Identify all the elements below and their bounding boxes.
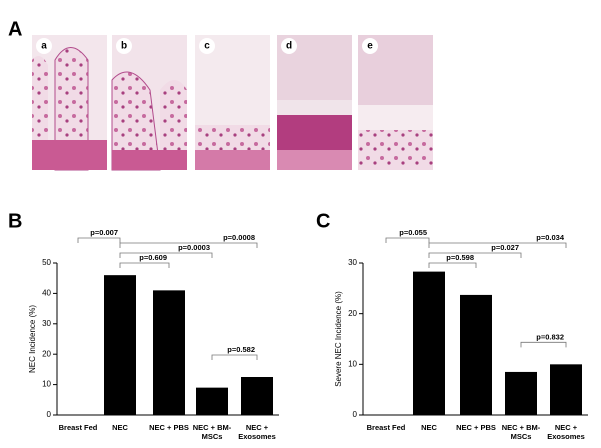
bar (413, 271, 445, 415)
image-c (195, 35, 270, 170)
x-tick-label: NEC + BM-MSCs (192, 423, 232, 441)
p-value: p=0.832 (536, 332, 564, 341)
image-e (358, 35, 433, 170)
significance-bracket (385, 237, 430, 243)
p-value: p=0.027 (491, 243, 519, 252)
p-value: p=0.609 (139, 253, 167, 262)
significance-bracket (119, 242, 258, 248)
significance-bracket (119, 262, 170, 268)
y-tick-label: 10 (42, 380, 51, 389)
y-tick-label: 20 (42, 349, 51, 358)
panel-label: C (316, 210, 330, 232)
panel-label: B (8, 210, 22, 232)
y-tick-label: 30 (42, 319, 51, 328)
y-tick-label: 40 (42, 289, 51, 298)
image-label: b (121, 41, 127, 52)
significance-bracket (428, 262, 477, 268)
significance-bracket (520, 341, 567, 348)
image-a (32, 35, 107, 171)
bar (241, 377, 273, 415)
image-label-badge (199, 38, 215, 54)
y-tick-label: 30 (348, 258, 357, 267)
image-label: c (204, 41, 210, 52)
p-value: p=0.0003 (178, 243, 210, 252)
significance-bracket (428, 252, 522, 258)
p-value: p=0.034 (536, 233, 565, 242)
y-tick-label: 50 (42, 258, 51, 267)
y-axis-label: NEC Incidence (%) (28, 305, 37, 373)
y-tick-label: 20 (348, 309, 357, 318)
image-label-badge (281, 38, 297, 54)
x-tick-label: NEC + BM-MSCs (501, 423, 541, 441)
x-tick-label: NEC + PBS (456, 423, 496, 432)
x-tick-label: NEC + PBS (149, 423, 189, 432)
bar (460, 294, 492, 415)
x-tick-label: NEC (112, 423, 128, 432)
histology-images (32, 35, 433, 171)
image-label-badge (116, 38, 132, 54)
image-label-badge (362, 38, 378, 54)
y-axis-label: Severe NEC Incidence (%) (334, 291, 343, 387)
significance-bracket (428, 242, 567, 248)
image-d (277, 35, 352, 170)
significance-bracket (119, 252, 213, 258)
p-value: p=0.055 (399, 228, 427, 237)
bar (104, 275, 136, 415)
p-value: p=0.582 (227, 345, 255, 354)
image-label: d (286, 41, 292, 52)
panel-label: A (8, 18, 22, 40)
image-label-badge (36, 38, 52, 54)
image-label: e (367, 41, 373, 52)
x-tick-label: Breast Fed (366, 423, 406, 432)
y-tick-label: 10 (348, 359, 357, 368)
significance-bracket (77, 237, 121, 243)
significance-bracket (211, 354, 258, 360)
x-tick-label: NEC + Exosomes (547, 423, 585, 441)
x-tick-label: NEC + Exosomes (238, 423, 276, 441)
image-label: a (41, 41, 47, 52)
bar (505, 371, 537, 415)
x-tick-label: Breast Fed (58, 423, 98, 432)
bar (550, 364, 582, 415)
y-tick-label: 0 (353, 410, 358, 419)
bar (153, 290, 185, 415)
p-value: p=0.007 (90, 228, 118, 237)
bar (196, 387, 228, 415)
x-tick-label: NEC (421, 423, 437, 432)
p-value: p=0.0008 (223, 233, 255, 242)
p-value: p=0.598 (446, 253, 474, 262)
y-tick-label: 0 (47, 410, 52, 419)
image-b (111, 35, 187, 171)
